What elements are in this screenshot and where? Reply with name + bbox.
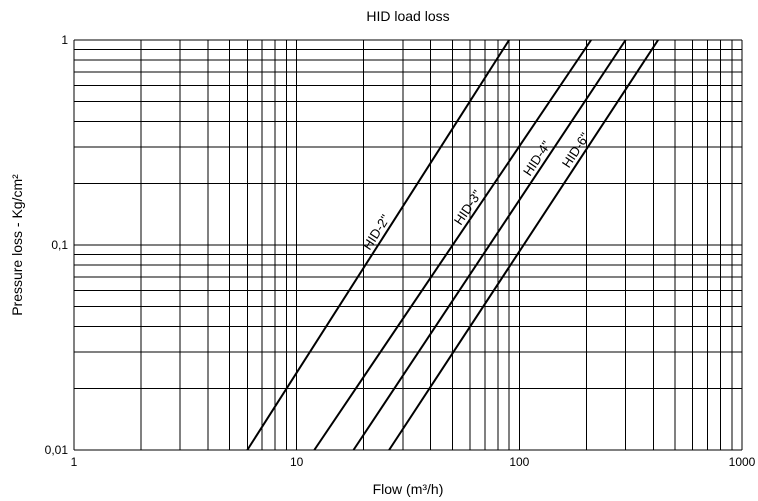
series-line — [246, 39, 510, 451]
x-tick-label: 100 — [509, 455, 529, 469]
series-group — [246, 39, 659, 451]
y-tick-label: 0,1 — [51, 238, 68, 252]
x-tick-label: 1 — [71, 455, 78, 469]
series-line — [352, 39, 627, 451]
x-tick-label: 10 — [290, 455, 304, 469]
series-line — [388, 39, 659, 451]
series-line — [313, 39, 592, 451]
chart-title: HID load loss — [366, 8, 449, 24]
series-labels: HID-2"HID-3"HID-4" HID-6" — [360, 130, 593, 253]
x-tick-label: 1000 — [729, 455, 756, 469]
tick-labels: 1 10 100 1000 0,01 0,1 1 — [45, 33, 756, 469]
y-axis-title: Pressure loss - Kg/cm² — [9, 174, 25, 316]
x-axis-title: Flow (m³/h) — [373, 481, 444, 497]
y-tick-label: 0,01 — [45, 443, 69, 457]
y-tick-label: 1 — [61, 33, 68, 47]
grid — [73, 39, 743, 451]
